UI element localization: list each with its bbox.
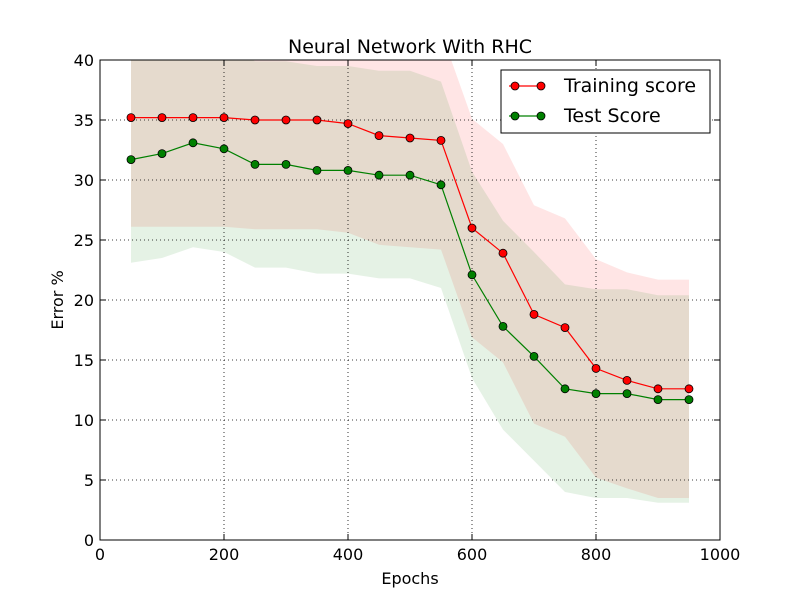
legend-label-test: Test Score [563,105,661,127]
data-point-s1-15 [591,389,601,399]
legend-box [500,69,711,134]
series-markers [126,113,694,405]
x-tick-label-3: 600 [457,545,488,564]
data-point-s1-4 [250,159,260,169]
data-point-s1-8 [374,170,384,180]
data-point-s0-13 [529,309,539,319]
data-point-s0-11 [467,223,477,233]
band-series-1 [131,60,689,503]
axis-tick-labels: 0 200 400 600 800 1000 0 5 10 15 20 25 30 35 40 [74,51,741,564]
data-point-s1-18 [684,395,694,405]
data-point-s0-16 [622,375,632,385]
legend-marker-test [510,111,520,121]
x-tick-label-2: 400 [333,545,364,564]
y-tick-label-1: 5 [84,471,94,490]
data-point-s1-1 [157,149,167,159]
data-point-s1-9 [405,170,415,180]
data-point-s1-6 [312,165,322,175]
data-point-s1-2 [188,138,198,148]
y-tick-label-3: 15 [74,351,94,370]
data-point-s1-5 [281,159,291,169]
legend-label-training: Training score [563,75,696,97]
legend: Training score Test Score [500,69,711,134]
y-tick-label-0: 0 [84,531,94,550]
data-point-s0-3 [219,113,229,122]
axis-ticks [99,59,721,541]
y-tick-label-4: 20 [74,291,94,310]
y-tick-label-2: 10 [74,411,94,430]
legend-marker-training-2 [536,81,546,91]
x-tick-label-1: 200 [209,545,240,564]
data-point-s1-10 [436,180,446,190]
data-point-s0-0 [126,113,136,122]
y-tick-label-8: 40 [74,51,94,70]
chart-title: Neural Network With RHC [288,36,532,58]
data-point-s0-6 [312,115,322,125]
data-point-s1-12 [498,321,508,331]
x-tick-label-4: 800 [581,545,612,564]
data-point-s1-0 [126,155,136,165]
data-point-s1-14 [560,384,570,394]
x-tick-label-5: 1000 [700,545,741,564]
data-point-s1-16 [622,389,632,399]
x-axis-label: Epochs [381,569,438,588]
y-axis-label: Error % [48,270,67,329]
y-tick-label-7: 35 [74,111,94,130]
data-point-s0-9 [405,133,415,143]
data-point-s0-4 [250,115,260,125]
data-point-s0-5 [281,115,291,125]
data-point-s0-14 [560,323,570,333]
y-tick-label-5: 25 [74,231,94,250]
confidence-bands [131,60,689,503]
x-tick-label-0: 0 [95,545,105,564]
legend-marker-test-2 [536,111,546,121]
data-point-s1-17 [653,395,663,405]
band-series-0 [131,60,689,498]
data-point-s0-7 [343,119,353,128]
data-point-s0-2 [188,113,198,122]
data-point-s1-3 [219,144,229,154]
legend-marker-training [510,81,520,91]
data-point-s0-17 [653,384,663,394]
data-point-s0-12 [498,248,508,258]
data-point-s1-13 [529,351,539,361]
data-point-s1-7 [343,165,353,175]
data-point-s0-8 [374,131,384,141]
data-point-s0-10 [436,135,446,145]
data-point-s0-18 [684,384,694,394]
y-tick-label-6: 30 [74,171,94,190]
data-point-s1-11 [467,270,477,280]
data-point-s0-1 [157,113,167,122]
data-point-s0-15 [591,363,601,373]
